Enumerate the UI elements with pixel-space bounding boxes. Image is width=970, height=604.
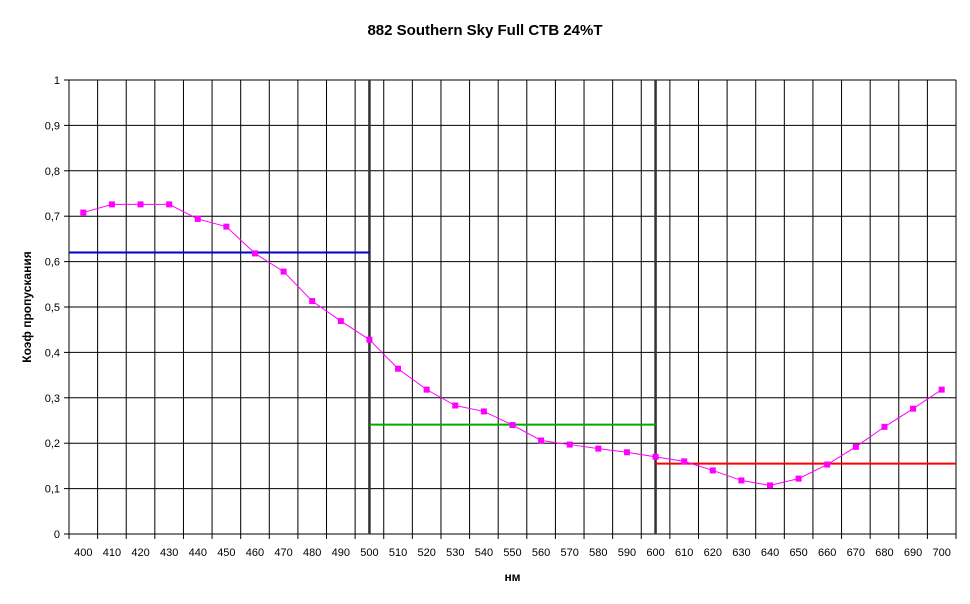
x-tick-label: 610 xyxy=(675,547,693,559)
data-point-marker xyxy=(910,405,917,412)
data-point-marker xyxy=(738,477,745,484)
y-tick-label: 1 xyxy=(54,75,60,87)
data-point-marker xyxy=(795,475,802,482)
x-tick-label: 640 xyxy=(761,547,779,559)
x-tick-label: 460 xyxy=(246,547,264,559)
data-point-marker xyxy=(824,461,831,468)
x-tick-label: 600 xyxy=(646,547,664,559)
y-tick-label: 0,7 xyxy=(45,211,60,223)
data-point-marker xyxy=(337,318,344,325)
data-point-marker xyxy=(623,449,630,456)
y-tick-label: 0,9 xyxy=(45,120,60,132)
y-tick-label: 0 xyxy=(54,529,60,541)
data-point-marker xyxy=(194,215,201,222)
x-tick-label: 580 xyxy=(589,547,607,559)
data-point-marker xyxy=(80,209,87,216)
data-point-marker xyxy=(767,482,774,489)
x-tick-label: 680 xyxy=(875,547,893,559)
data-point-marker xyxy=(709,467,716,474)
x-tick-label: 660 xyxy=(818,547,836,559)
y-tick-label: 0,3 xyxy=(45,393,60,405)
y-tick-label: 0,1 xyxy=(45,484,60,496)
x-tick-label: 540 xyxy=(475,547,493,559)
x-tick-label: 410 xyxy=(103,547,121,559)
chart-title: 882 Southern Sky Full CTB 24%T xyxy=(367,22,603,39)
y-tick-label: 0,6 xyxy=(45,257,60,269)
data-point-marker xyxy=(881,423,888,430)
x-tick-label: 630 xyxy=(732,547,750,559)
x-tick-label: 490 xyxy=(332,547,350,559)
data-point-marker xyxy=(538,437,545,444)
x-tick-label: 620 xyxy=(704,547,722,559)
data-point-marker xyxy=(309,298,316,305)
data-point-marker xyxy=(280,268,287,275)
x-tick-label: 590 xyxy=(618,547,636,559)
data-point-marker xyxy=(595,445,602,452)
data-point-marker xyxy=(395,365,402,372)
data-point-marker xyxy=(452,402,459,409)
y-tick-label: 0,5 xyxy=(45,302,60,314)
data-point-marker xyxy=(652,453,659,460)
data-point-marker xyxy=(108,201,115,208)
y-tick-label: 0,8 xyxy=(45,166,60,178)
x-tick-label: 560 xyxy=(532,547,550,559)
data-point-marker xyxy=(137,201,144,208)
data-point-marker xyxy=(223,223,230,230)
data-point-marker xyxy=(509,422,516,429)
data-point-marker xyxy=(423,386,430,393)
x-tick-label: 450 xyxy=(217,547,235,559)
x-tick-label: 520 xyxy=(417,547,435,559)
x-tick-label: 440 xyxy=(189,547,207,559)
data-point-marker xyxy=(251,250,258,257)
y-tick-label: 0,4 xyxy=(45,347,60,359)
data-point-marker xyxy=(852,443,859,450)
data-point-marker xyxy=(938,386,945,393)
data-point-marker xyxy=(681,458,688,465)
y-tick-label: 0,2 xyxy=(45,438,60,450)
x-tick-label: 550 xyxy=(503,547,521,559)
x-tick-label: 500 xyxy=(360,547,378,559)
data-point-marker xyxy=(166,201,173,208)
x-tick-label: 670 xyxy=(847,547,865,559)
x-tick-label: 480 xyxy=(303,547,321,559)
x-tick-label: 430 xyxy=(160,547,178,559)
x-axis-label: нм xyxy=(504,570,520,584)
x-tick-label: 650 xyxy=(789,547,807,559)
data-point-marker xyxy=(366,336,373,343)
x-tick-label: 530 xyxy=(446,547,464,559)
x-tick-label: 510 xyxy=(389,547,407,559)
x-tick-label: 470 xyxy=(274,547,292,559)
x-tick-label: 420 xyxy=(131,547,149,559)
y-axis-label: Коэф пропускания xyxy=(20,251,34,362)
x-tick-label: 400 xyxy=(74,547,92,559)
data-point-marker xyxy=(480,408,487,415)
x-tick-label: 570 xyxy=(561,547,579,559)
data-point-marker xyxy=(566,441,573,448)
x-tick-label: 690 xyxy=(904,547,922,559)
x-tick-label: 700 xyxy=(933,547,951,559)
